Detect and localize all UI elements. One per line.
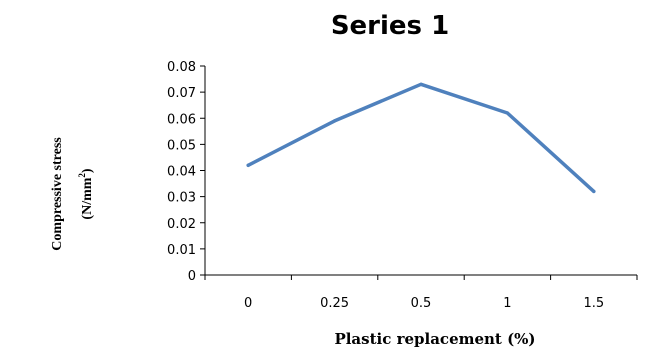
data-point [419,82,423,86]
x-tick-label: 0 [244,296,252,311]
plot-series [246,82,596,194]
chart-title: Series 1 [331,11,449,41]
data-point [505,111,509,115]
y-axis-title: Compressive stress (N/mm2) [50,137,95,251]
data-point [592,189,596,193]
x-axis-title: Plastic replacement (%) [334,330,535,348]
y-tick-label: 0.04 [167,165,196,180]
x-tick-label: 0.5 [411,296,432,311]
y-tick-label: 0 [188,269,196,284]
y-tick-label: 0.07 [167,86,196,101]
y-tick-label: 0.06 [167,112,196,127]
y-tick-label: 0.01 [167,243,196,258]
x-tick-label: 1.5 [583,296,604,311]
y-axis: 0 0.01 0.02 0.03 0.04 0.05 0.06 0.07 0.08 [167,60,206,284]
data-point [246,163,250,167]
x-tick-label: 0.25 [320,296,349,311]
y-tick-label: 0.05 [167,138,196,153]
data-point [333,119,337,123]
y-tick-label: 0.08 [167,60,196,75]
y-axis-title-line-2: (N/mm2) [77,168,95,220]
y-tick-label: 0.02 [167,217,196,232]
x-axis: 0 0.25 0.5 1 1.5 [204,274,638,311]
y-axis-title-line-1: Compressive stress [50,137,65,251]
series-line [246,82,596,194]
y-tick-label: 0.03 [167,191,196,206]
x-tick-label: 1 [503,296,511,311]
